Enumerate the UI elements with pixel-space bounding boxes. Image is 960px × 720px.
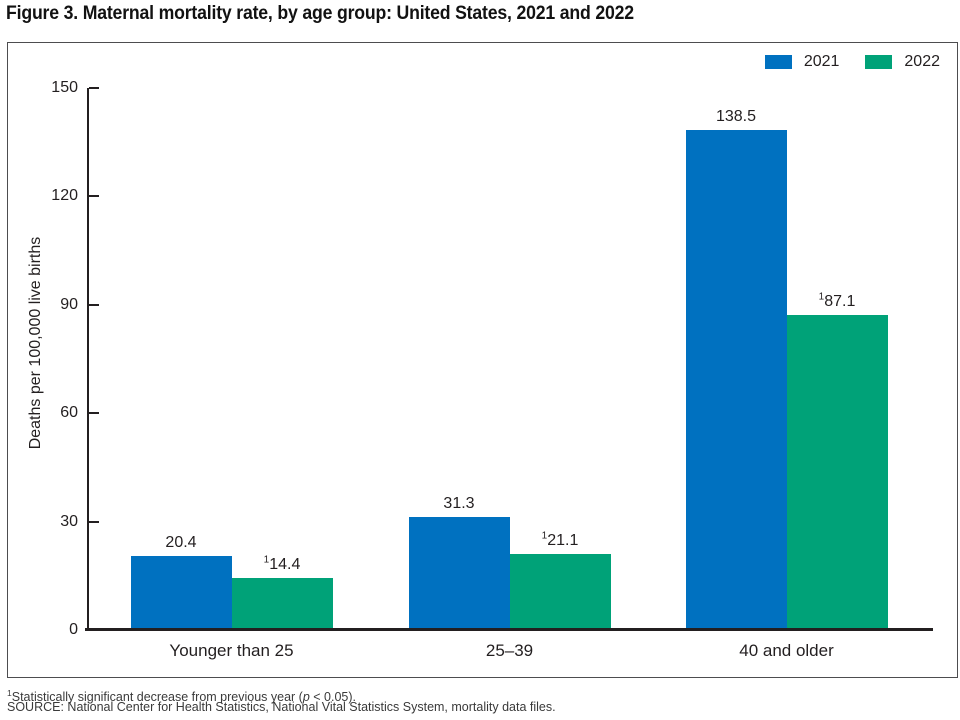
legend-label: 2021 xyxy=(803,53,840,70)
bar-value-label: 121.1 xyxy=(541,530,579,549)
legend-item-2021: 2021 xyxy=(764,53,840,71)
bar-2022 xyxy=(509,553,611,630)
significance-superscript: 1 xyxy=(818,291,825,303)
y-tick-mark xyxy=(89,87,99,89)
y-tick-label: 60 xyxy=(60,404,78,422)
bar-2022 xyxy=(231,577,333,630)
chart-legend: 2021 2022 xyxy=(764,53,940,71)
bar-value-label: 114.4 xyxy=(263,554,301,573)
legend-swatch-2022 xyxy=(865,55,893,69)
figure-title: Figure 3. Maternal mortality rate, by ag… xyxy=(6,3,634,24)
bar-2021 xyxy=(130,556,232,630)
x-category-label: Younger than 25 xyxy=(169,641,294,660)
footnote-significance: 1Statistically significant decrease from… xyxy=(7,686,356,704)
bar-2021 xyxy=(408,516,510,630)
significance-superscript: 1 xyxy=(541,530,548,542)
legend-label: 2022 xyxy=(904,53,940,70)
legend-swatch-2021 xyxy=(764,55,792,69)
y-tick-mark xyxy=(89,303,99,306)
bar-value-label: 187.1 xyxy=(818,291,856,311)
x-category-label: 40 and older xyxy=(739,641,834,660)
footnote-text: Statistically significant decrease from … xyxy=(11,690,303,705)
bar-value-label: 138.5 xyxy=(715,107,757,125)
bar-2022 xyxy=(786,315,888,630)
y-tick-label: 150 xyxy=(51,79,78,96)
y-tick-label: 90 xyxy=(60,295,78,313)
bar-value-label: 31.3 xyxy=(443,494,475,512)
y-tick-label: 30 xyxy=(60,512,78,530)
footnote-superscript: 1 xyxy=(7,688,12,698)
footnote-p-italic: p xyxy=(302,690,310,705)
footnote-source: SOURCE: National Center for Health Stati… xyxy=(7,700,556,714)
bar-2021 xyxy=(685,129,787,630)
x-category-label: 25–39 xyxy=(485,641,534,660)
x-axis-line xyxy=(85,628,933,631)
y-tick-label: 120 xyxy=(51,187,78,205)
legend-item-2022: 2022 xyxy=(865,53,940,71)
y-tick-mark xyxy=(89,520,99,523)
bar-value-label: 20.4 xyxy=(165,534,197,552)
footnote-text-end: < 0.05). xyxy=(309,690,356,705)
y-tick-label: 0 xyxy=(69,621,78,638)
significance-superscript: 1 xyxy=(263,554,270,566)
y-tick-mark xyxy=(89,412,99,415)
y-axis-line xyxy=(87,88,89,630)
y-tick-mark xyxy=(89,195,99,198)
